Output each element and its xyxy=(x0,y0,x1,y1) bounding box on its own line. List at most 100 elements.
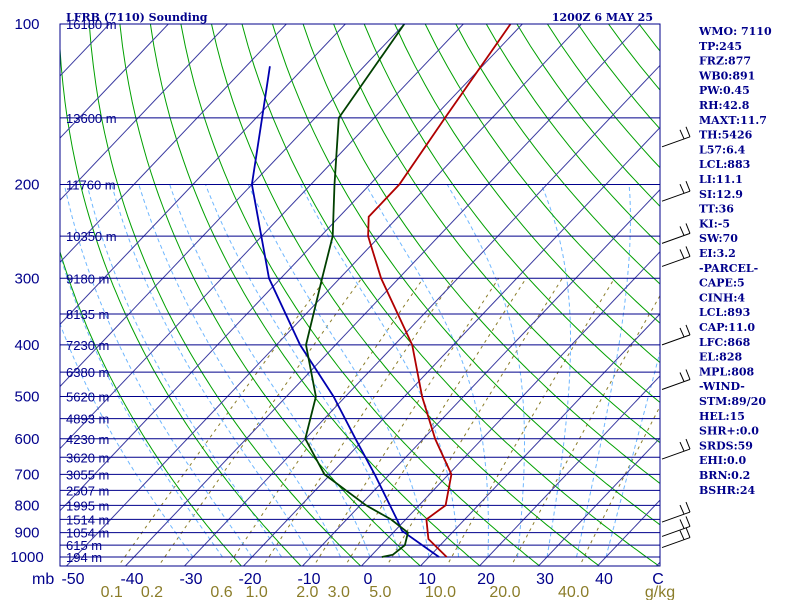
temperature-tick-label: -50 xyxy=(61,571,84,588)
isotherm-line xyxy=(60,24,170,139)
pressure-tick-label: 400 xyxy=(14,337,39,354)
wind-barb-flag xyxy=(685,126,691,138)
stats-item: EI:3.2 xyxy=(699,247,736,260)
mixing-ratio-tick-label: 20.0 xyxy=(489,584,520,600)
wind-barb xyxy=(661,246,691,267)
mixing-ratio-tick-label: 0.1 xyxy=(101,584,123,600)
stats-item: TT:36 xyxy=(699,203,734,216)
height-label: 13600 m xyxy=(66,111,117,126)
stats-item: CAP:11.0 xyxy=(699,321,755,334)
mixing-ratio-line xyxy=(117,278,327,566)
pressure-tick-label: 300 xyxy=(14,270,39,287)
wind-barb-flag xyxy=(685,501,691,513)
stats-item: LFC:868 xyxy=(699,336,751,349)
stats-item: KI:-5 xyxy=(699,217,730,230)
pressure-tick-label: 500 xyxy=(14,389,39,406)
stats-item: EL:828 xyxy=(699,351,742,364)
stats-item: BSHR:24 xyxy=(699,484,755,497)
stats-item: -PARCEL- xyxy=(699,262,758,275)
height-label: 3620 m xyxy=(66,450,109,465)
mixing-ratio-tick-label: 0.6 xyxy=(210,584,232,600)
stats-item: BRN:0.2 xyxy=(699,469,750,482)
wind-barb-flag xyxy=(679,519,685,529)
height-label: 1995 m xyxy=(66,498,109,513)
height-label: 1054 m xyxy=(66,526,109,541)
isotherm-line xyxy=(419,313,660,566)
wind-barb xyxy=(661,369,691,390)
wind-barb-flag xyxy=(679,441,685,452)
temperature-tick-label: 20 xyxy=(477,571,495,588)
height-label: 615 m xyxy=(66,538,102,553)
height-label: 194 m xyxy=(66,550,102,565)
pressure-tick-label: 900 xyxy=(14,525,39,542)
wind-barb-flag xyxy=(685,369,691,380)
wind-barb-flag xyxy=(685,324,691,336)
dewpoint-line xyxy=(304,24,409,558)
isotherm-line xyxy=(124,24,642,566)
isotherm-line xyxy=(242,126,660,566)
stats-item: LCL:883 xyxy=(699,158,750,171)
wind-barb xyxy=(661,516,691,537)
wind-barb-staff xyxy=(661,334,691,346)
wind-barb-flag xyxy=(685,516,691,527)
stats-item: MAXT:11.7 xyxy=(699,114,767,127)
moist-adiabat-line xyxy=(138,184,341,558)
wind-barb-flag xyxy=(679,504,685,515)
stats-item: HEL:15 xyxy=(699,410,745,423)
height-label: 6380 m xyxy=(66,365,109,380)
wind-barb-flag xyxy=(685,246,691,257)
mixing-ratio-line xyxy=(510,294,660,566)
stats-item: FRZ:877 xyxy=(699,55,751,68)
wind-barb xyxy=(661,223,691,244)
isotherm-line xyxy=(60,24,406,388)
isotherm-line xyxy=(478,375,660,566)
wind-barb-staff xyxy=(661,232,691,244)
wind-barb-flag xyxy=(679,372,685,382)
wind-barb xyxy=(661,527,691,549)
mixing-ratio-tick-label: 2.0 xyxy=(296,584,318,600)
stats-item: MPL:808 xyxy=(699,365,755,378)
height-label: 4893 m xyxy=(66,412,109,427)
plot-frame xyxy=(59,23,661,567)
temperature-tick-label: 10 xyxy=(418,571,436,588)
stats-item: SRDS:59 xyxy=(699,439,753,452)
dry-adiabat-line xyxy=(60,250,242,566)
temperature-tick-label: -10 xyxy=(297,571,320,588)
height-label: 11760 m xyxy=(66,177,116,192)
isotherm-line xyxy=(301,188,660,566)
mixing-ratio-line xyxy=(157,278,363,566)
temperature-tick-label: 40 xyxy=(595,571,613,588)
height-label: 5620 m xyxy=(66,390,109,405)
stats-item: EHI:0.0 xyxy=(699,454,746,467)
temperature-tick-label: -40 xyxy=(120,571,143,588)
isotherm-line xyxy=(360,251,660,566)
height-label: 10350 m xyxy=(66,229,117,244)
mixing-ratio-line xyxy=(227,278,424,566)
stats-item: SI:12.9 xyxy=(699,188,743,201)
height-label: 1514 m xyxy=(66,512,109,527)
wind-barb-staff xyxy=(661,379,691,390)
wind-barb-staff xyxy=(661,537,691,549)
isotherm-line xyxy=(60,24,465,450)
mixing-ratio-line xyxy=(313,278,500,566)
wind-barb-flag xyxy=(685,527,691,538)
stats-item: -WIND- xyxy=(699,380,745,393)
pressure-tick-label: 600 xyxy=(14,431,39,448)
temperature-tick-label: -20 xyxy=(238,571,261,588)
isotherm-line xyxy=(537,437,660,566)
wind-barb-flag xyxy=(679,226,685,236)
stats-item: WMO: 7110 xyxy=(698,25,772,38)
stats-item: TP:245 xyxy=(699,40,742,53)
mixing-ratio-tick-label: 1.0 xyxy=(246,584,268,600)
wind-barb xyxy=(661,501,691,523)
pressure-tick-label: 100 xyxy=(14,16,39,33)
wind-barb-staff xyxy=(661,136,691,148)
stats-item: LCL:893 xyxy=(699,306,750,319)
wind-barb-flag xyxy=(679,327,685,338)
height-label: 3055 m xyxy=(66,467,109,482)
height-label: 16180 m xyxy=(66,17,117,32)
wind-barb-flag xyxy=(685,223,691,234)
isotherm-line xyxy=(60,24,288,263)
wind-barb-flag xyxy=(679,129,685,140)
